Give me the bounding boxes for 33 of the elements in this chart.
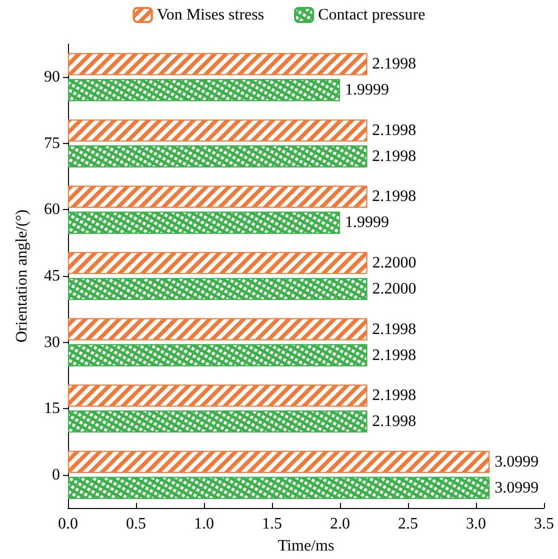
data-label: 2.1998 — [372, 122, 416, 139]
x-axis-title: Time/ms — [278, 538, 334, 554]
data-label: 3.0999 — [494, 453, 539, 470]
data-label: 2.1998 — [372, 188, 416, 206]
data-label: 1.9999 — [344, 82, 389, 99]
x-tick-label: 1.5 — [262, 516, 282, 532]
y-tick-label: 75 — [44, 134, 60, 152]
data-label: 2.1998 — [372, 413, 416, 430]
data-label: 1.9999 — [344, 214, 389, 232]
x-tick-label: 1.0 — [194, 516, 214, 532]
y-tick-label: 15 — [44, 400, 60, 418]
x-tick-label: 0.0 — [58, 516, 78, 532]
x-tick-label: 3.5 — [534, 516, 554, 532]
x-tick-label: 3.0 — [466, 516, 486, 532]
legend-label: Von Mises stress — [156, 6, 264, 24]
y-tick-label: 60 — [44, 201, 60, 218]
data-label: 2.1998 — [372, 387, 416, 404]
y-tick-label: 45 — [44, 268, 60, 284]
data-label: 2.1998 — [372, 56, 416, 73]
legend-label: Contact pressure — [318, 6, 426, 24]
x-tick-label: 2.0 — [330, 516, 350, 532]
data-label: 3.0999 — [494, 479, 539, 496]
y-tick-label: 30 — [44, 334, 60, 351]
y-tick-label: 0 — [52, 466, 60, 484]
y-axis-title: Orientation angle/(°) — [14, 209, 30, 343]
data-label: 2.1998 — [372, 148, 416, 165]
x-tick-label: 2.5 — [398, 516, 418, 532]
data-label: 2.1998 — [372, 346, 416, 364]
data-label: 2.1998 — [372, 320, 416, 338]
y-tick-label: 90 — [44, 68, 60, 86]
x-tick-label: 0.5 — [126, 516, 146, 532]
data-label: 2.2000 — [372, 280, 416, 298]
data-label: 2.2000 — [372, 254, 416, 272]
